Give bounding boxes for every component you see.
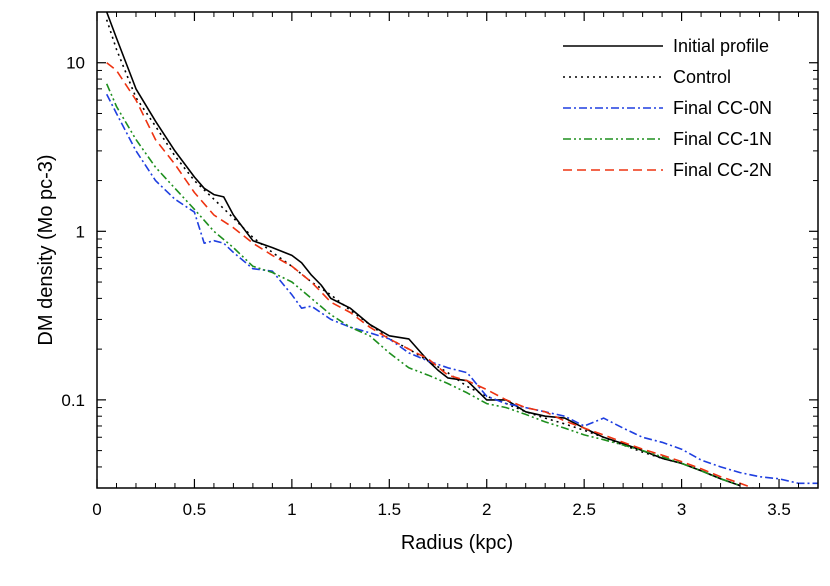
tick-labels-layer: 0 0.5 1 1.5 2 2.5 3 3.5 0.1 1 10: [61, 54, 790, 519]
x-tick-label: 3.5: [767, 500, 791, 519]
series-line-1: [105, 19, 741, 487]
series-line-3: [105, 83, 741, 487]
x-tick-label: 2.5: [572, 500, 596, 519]
legend-label-1: Control: [673, 67, 731, 87]
x-tick-label: 1: [287, 500, 296, 519]
y-axis-title: DM density (Mo pc-3): [35, 154, 57, 345]
x-tick-label: 0: [92, 500, 101, 519]
series-line-0: [105, 12, 741, 487]
legend-label-4: Final CC-2N: [673, 160, 772, 180]
y-tick-label: 1: [76, 222, 85, 241]
x-tick-label: 3: [677, 500, 686, 519]
x-tick-label: 1.5: [377, 500, 401, 519]
legend-label-0: Initial profile: [673, 36, 769, 56]
x-tick-label: 2: [482, 500, 491, 519]
legend: Initial profile Control Final CC-0N Final C…: [563, 36, 772, 180]
legend-label-3: Final CC-1N: [673, 129, 772, 149]
ticks-layer: [96, 11, 818, 489]
series-line-2: [105, 93, 818, 485]
series-line-4: [106, 62, 756, 488]
y-tick-label: 10: [66, 54, 85, 73]
y-tick-label: 0.1: [61, 391, 85, 410]
plot-frame: [96, 11, 819, 489]
x-tick-label: 0.5: [183, 500, 207, 519]
x-axis-title: Radius (kpc): [401, 532, 513, 554]
series-layer: [105, 12, 818, 488]
legend-label-2: Final CC-0N: [673, 98, 772, 118]
